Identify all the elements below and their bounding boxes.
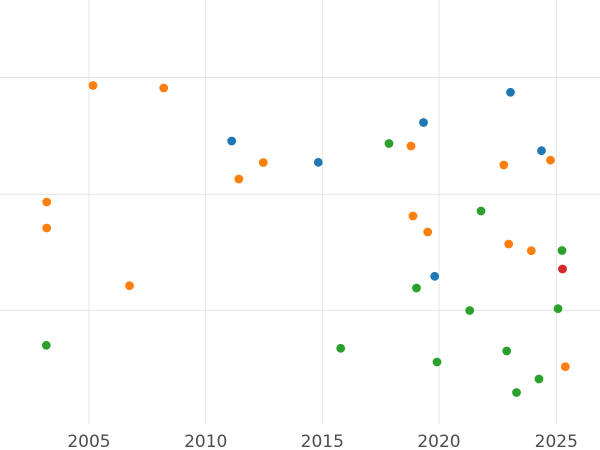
data-point-orange (159, 83, 169, 93)
data-point-orange (546, 155, 555, 165)
x-tick-label: 2010 (184, 432, 227, 450)
data-point-blue (419, 118, 428, 127)
x-tick-label: 2005 (67, 432, 110, 450)
data-point-green (502, 346, 512, 356)
x-tick-label: 2015 (301, 432, 344, 450)
data-point-orange (499, 160, 509, 170)
data-point-blue (227, 136, 237, 146)
data-point-green (476, 206, 486, 216)
data-point-orange (408, 211, 418, 221)
data-point-orange (88, 81, 98, 90)
data-point-orange (406, 141, 416, 151)
data-point-orange (258, 158, 268, 167)
data-point-orange (42, 223, 52, 233)
data-point-blue (506, 87, 515, 97)
data-point-orange (504, 239, 514, 249)
data-point-green (384, 139, 394, 148)
x-tick-label: 2025 (535, 432, 578, 450)
data-point-green (465, 306, 475, 315)
data-point-orange (560, 362, 570, 372)
data-point-orange (125, 281, 134, 291)
data-point-green (412, 283, 421, 293)
data-point-green (41, 340, 51, 350)
data-point-green (557, 246, 567, 255)
x-axis-tick-labels: 2005 2010 2015 2020 2025 (67, 432, 578, 450)
grid-layer (0, 0, 600, 424)
data-point-red (558, 264, 567, 274)
data-point-green (534, 374, 544, 384)
data-point-orange (423, 227, 433, 237)
data-point-layer (41, 81, 570, 397)
data-point-green (336, 343, 346, 353)
data-point-blue (537, 146, 546, 156)
data-point-blue (313, 157, 323, 167)
data-point-green (512, 388, 521, 397)
x-tick-label: 2020 (417, 432, 460, 450)
data-point-green (553, 304, 563, 314)
data-point-orange (526, 246, 536, 256)
data-point-green (432, 357, 442, 367)
data-point-blue (430, 271, 440, 281)
data-point-orange (234, 174, 244, 184)
data-point-orange (42, 197, 52, 207)
